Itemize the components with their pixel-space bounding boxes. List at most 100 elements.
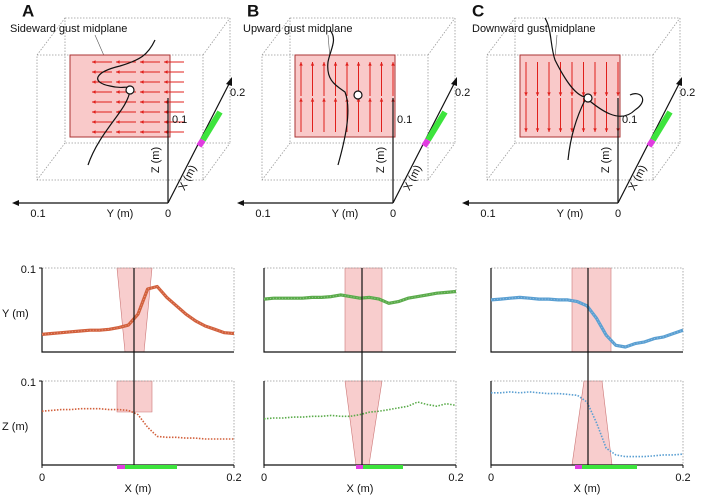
arrow-head: [524, 92, 528, 96]
arrow-head: [345, 62, 349, 66]
frame-axis: [263, 268, 456, 353]
leader: [94, 34, 106, 59]
arrow-head: [140, 130, 144, 134]
arrow-head: [593, 128, 597, 132]
plane-label: Downward gust midplane: [472, 23, 596, 35]
arrow-head: [333, 98, 338, 102]
arrow-head: [116, 130, 120, 134]
frame-dotted: [491, 380, 684, 465]
x-tick: 0.2: [455, 87, 470, 99]
gust-bar-green: [425, 110, 448, 142]
arrow-head: [379, 62, 384, 66]
arrow-head: [164, 100, 168, 104]
arrow-head: [391, 62, 395, 66]
arrow-head: [164, 70, 168, 74]
frame-dotted: [42, 267, 235, 352]
arrow-head: [368, 98, 372, 102]
arrow-head: [547, 128, 551, 132]
arrow-head: [535, 92, 540, 96]
arrow-head: [379, 98, 384, 102]
arrow-head: [92, 120, 96, 124]
trajectory: [87, 39, 156, 166]
arrow-head: [535, 128, 540, 132]
frame-dotted: [491, 267, 684, 352]
gust-zone: [344, 267, 383, 353]
arrow-head: [116, 90, 120, 94]
axis-head: [676, 77, 682, 86]
gust-bar-green: [125, 465, 177, 469]
axis-head: [237, 200, 244, 206]
arrow-head: [593, 92, 597, 96]
y-tick: 0.1: [30, 208, 45, 220]
arrow-head: [558, 128, 563, 132]
body-marker: [353, 90, 363, 100]
arrow-head: [322, 98, 326, 102]
gust-bar-green: [650, 110, 673, 142]
gust-bar-magenta: [646, 138, 656, 148]
x-tick: 0.2: [680, 87, 695, 99]
arrow-head: [604, 128, 609, 132]
leader: [554, 34, 558, 59]
origin-tick: 0: [615, 208, 621, 220]
axis-head: [226, 77, 232, 86]
gust-bar-green: [363, 465, 403, 469]
y-axis-label: Y (m): [107, 208, 134, 220]
gust-zone: [571, 380, 613, 466]
arrow-head: [616, 92, 620, 96]
origin-tick: 0: [165, 208, 171, 220]
panel-3d: A Sideward gust midplane 0.2 0.1 0.1 0 Y (m) Z …: [10, 1, 245, 219]
arrow-head: [140, 90, 144, 94]
arrow-head: [92, 70, 96, 74]
z-axis-label: Z (m): [600, 147, 612, 173]
arrow-head: [140, 100, 144, 104]
arrow-head: [92, 60, 96, 64]
x-axis-label: X (m): [125, 483, 152, 495]
arrow-head: [164, 80, 168, 84]
z-tick: 0.1: [397, 114, 412, 126]
arrow-head: [164, 90, 168, 94]
arrow-head: [92, 80, 96, 84]
arrow-head: [140, 110, 144, 114]
data-line-core: [263, 291, 457, 304]
y-axis-label: Y (m): [332, 208, 359, 220]
x-tick-label: 0: [488, 472, 494, 484]
x-axis-label: X (m): [347, 483, 374, 495]
box-edge: [36, 17, 231, 181]
x-tick: 0.2: [230, 87, 245, 99]
x-tick-label: 0.2: [226, 472, 241, 484]
arrow-head: [164, 130, 168, 134]
data-line: [41, 407, 234, 440]
frame-dotted: [264, 380, 457, 465]
arrow-head: [356, 98, 361, 102]
arrow-head: [310, 62, 315, 66]
frame-axis: [490, 268, 683, 353]
z-axis-label: Z (m): [375, 147, 387, 173]
gust-bar-magenta: [196, 138, 206, 148]
arrow-head: [140, 120, 144, 124]
arrow-head: [116, 60, 120, 64]
data-line: [491, 391, 684, 458]
arrow-head: [547, 92, 551, 96]
gust-bar-magenta: [421, 138, 431, 148]
z-axis-label: Z (m): [150, 147, 162, 173]
trajectory: [327, 29, 349, 166]
arrow-head: [604, 92, 609, 96]
arrow-head: [333, 62, 338, 66]
arrow-head: [570, 92, 574, 96]
arrow-head: [140, 70, 144, 74]
arrow-head: [558, 92, 563, 96]
y-axis-label: Y (m): [2, 308, 29, 320]
box-edge: [261, 17, 456, 181]
gust-zone: [344, 380, 383, 466]
x-axis-label: X (m): [626, 163, 649, 192]
data-line: [490, 295, 684, 349]
arrow-head: [570, 128, 574, 132]
gust-bar-magenta: [117, 465, 125, 469]
frame-dotted: [264, 267, 457, 352]
arrow-head: [368, 62, 372, 66]
box-edge: [486, 17, 681, 181]
gust-bar-magenta: [356, 465, 363, 469]
body-marker: [583, 93, 593, 103]
arrow-head: [92, 130, 96, 134]
